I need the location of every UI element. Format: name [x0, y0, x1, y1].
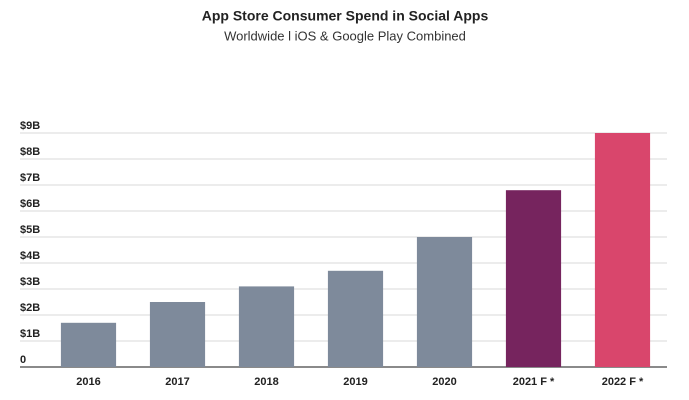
y-tick-label: $2B [20, 302, 40, 314]
x-tick-label: 2018 [254, 376, 278, 388]
bar [238, 286, 295, 367]
y-tick-label: $8B [20, 146, 40, 158]
bar [149, 302, 206, 367]
bar [594, 133, 651, 367]
bar [60, 322, 117, 367]
x-tick-label: 2019 [343, 376, 367, 388]
bar [416, 237, 473, 367]
y-tick-label: $7B [20, 172, 40, 184]
x-tick-label: 2020 [432, 376, 456, 388]
chart-title: App Store Consumer Spend in Social Apps [202, 8, 489, 24]
y-tick-label: $3B [20, 276, 40, 288]
y-tick-label: $6B [20, 198, 40, 210]
bar [327, 270, 384, 367]
y-tick-label: $5B [20, 224, 40, 236]
x-tick-label: 2022 F * [602, 376, 644, 388]
y-tick-label: $9B [20, 120, 40, 132]
x-tick-label: 2016 [76, 376, 100, 388]
y-tick-label: $1B [20, 328, 40, 340]
bar [505, 190, 562, 367]
y-tick-label: $4B [20, 250, 40, 262]
y-tick-label: 0 [20, 354, 26, 366]
x-tick-label: 2017 [165, 376, 189, 388]
x-tick-label: 2021 F * [513, 376, 555, 388]
chart-subtitle: Worldwide l iOS & Google Play Combined [224, 28, 466, 43]
